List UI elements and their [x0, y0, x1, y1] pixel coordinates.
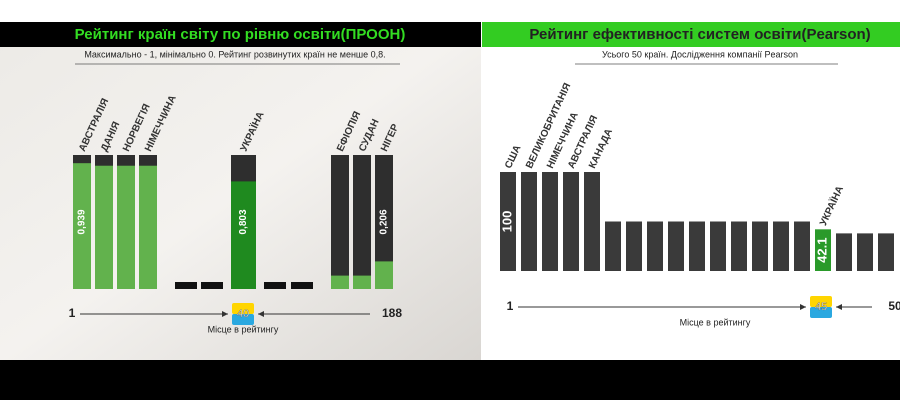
- arrow: [800, 304, 806, 310]
- bar: [668, 221, 684, 271]
- bar: [584, 172, 600, 271]
- bar: [231, 181, 256, 289]
- separator: [201, 282, 223, 289]
- rank-first: 1: [69, 306, 76, 320]
- bar: [521, 172, 537, 271]
- subtitle: Максимально - 1, мінімально 0. Рейтинг р…: [84, 49, 385, 59]
- separator: [175, 282, 197, 289]
- bar: [773, 221, 789, 271]
- bar: [542, 172, 558, 271]
- title-band: [482, 22, 900, 47]
- bar: [647, 221, 663, 271]
- bar: [375, 261, 393, 289]
- arrow: [836, 304, 842, 310]
- value-label: 100: [499, 211, 514, 233]
- rank-place: 45: [815, 301, 827, 313]
- arrow: [258, 311, 264, 317]
- bar: [500, 172, 516, 271]
- rank-place: 40: [237, 308, 249, 320]
- bar: [878, 233, 894, 271]
- value-label: 42.1: [814, 238, 829, 263]
- bar: [117, 165, 135, 289]
- rank-marker-top: [810, 296, 832, 307]
- value-label: 0,939: [77, 209, 88, 234]
- rank-label: Місце в рейтингу: [208, 324, 279, 334]
- bar: [752, 221, 768, 271]
- bar-background: [353, 155, 371, 289]
- bar: [605, 221, 621, 271]
- separator: [291, 282, 313, 289]
- rank-label: Місце в рейтингу: [680, 317, 751, 327]
- title-band: [0, 22, 481, 47]
- bottom-band: [0, 360, 900, 400]
- bar: [139, 165, 157, 289]
- bar: [836, 233, 852, 271]
- bar-background: [375, 155, 393, 289]
- bar: [73, 163, 91, 289]
- chart-title: Рейтинг країн світу по рівню освіти(ПРОО…: [75, 26, 406, 43]
- bar: [857, 233, 873, 271]
- rank-first: 1: [507, 299, 514, 313]
- bar: [626, 221, 642, 271]
- bar: [563, 172, 579, 271]
- bar: [331, 275, 349, 289]
- arrow: [222, 311, 228, 317]
- separator: [264, 282, 286, 289]
- rank-marker-bottom: [810, 307, 832, 318]
- bar: [353, 275, 371, 289]
- chart-title: Рейтинг ефективності систем освіти(Pears…: [529, 26, 870, 43]
- bar: [815, 229, 831, 271]
- value-label: 0,206: [379, 209, 390, 234]
- bar-background: [331, 155, 349, 289]
- rank-last: 50: [888, 299, 900, 313]
- bar: [794, 221, 810, 271]
- bar: [731, 221, 747, 271]
- bar: [95, 165, 113, 289]
- bar: [689, 221, 705, 271]
- subtitle: Усього 50 країн. Дослідження компанії Pe…: [602, 49, 798, 59]
- bar: [710, 221, 726, 271]
- rank-marker-top: [232, 303, 254, 314]
- rank-marker-bottom: [232, 314, 254, 325]
- rank-last: 188: [382, 306, 402, 320]
- value-label: 0,803: [238, 209, 249, 234]
